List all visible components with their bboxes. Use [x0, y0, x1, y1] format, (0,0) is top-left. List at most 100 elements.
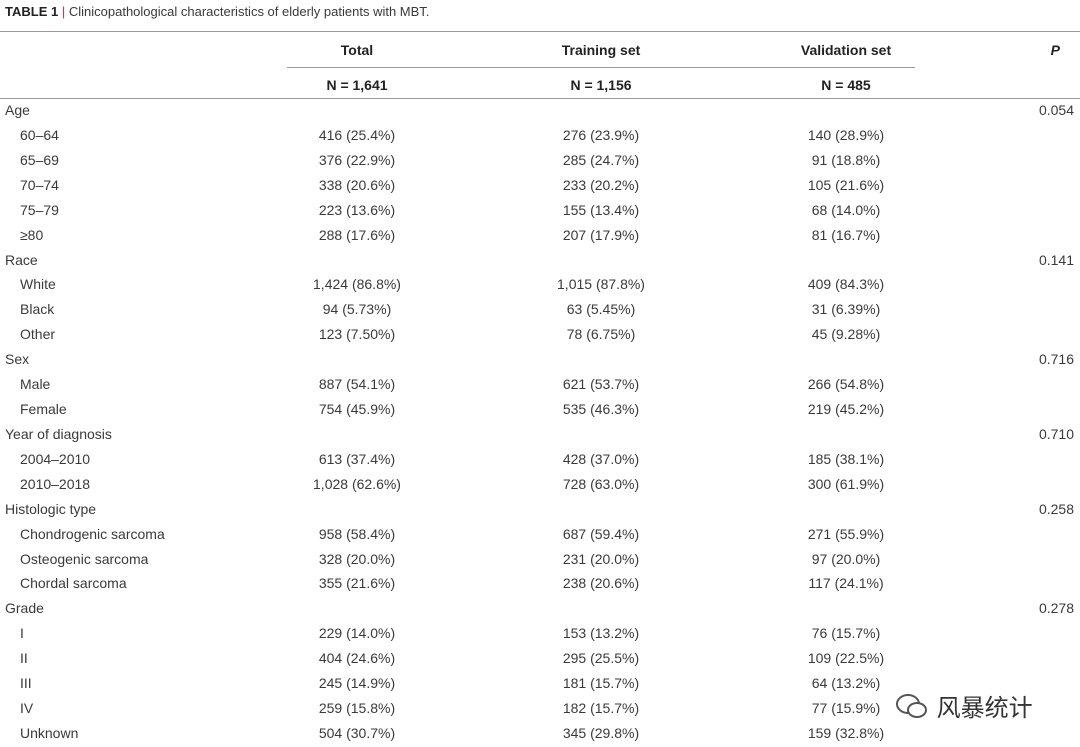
cell: 159 (32.8%) [807, 725, 885, 741]
cell: 621 (53.7%) [562, 376, 640, 393]
cell: 504 (30.7%) [318, 725, 396, 741]
caption: TABLE 1 | Clinicopathological characteri… [5, 3, 429, 21]
group-label: Grade [5, 600, 44, 617]
cell: 613 (37.4%) [318, 450, 396, 467]
p-value: 0.258 [1038, 500, 1074, 517]
caption-separator: | [61, 4, 66, 19]
p-value: 0.278 [1038, 600, 1074, 617]
cell: 105 (21.6%) [807, 176, 885, 193]
row-label: III [20, 675, 32, 692]
watermark: 风暴统计 [895, 688, 1033, 723]
row-label: 70–74 [20, 176, 59, 193]
cell: 68 (14.0%) [811, 201, 881, 218]
column-header: Training set [561, 42, 641, 58]
cell: 276 (23.9%) [562, 126, 640, 143]
cell: 77 (15.9%) [811, 700, 881, 717]
watermark-icon [896, 694, 927, 718]
row-label: 2004–2010 [20, 450, 91, 467]
cell: 338 (20.6%) [318, 176, 396, 193]
cell: 185 (38.1%) [807, 450, 885, 467]
row-label: Chordal sarcoma [20, 575, 127, 592]
cell: 219 (45.2%) [807, 401, 885, 418]
cell: 409 (84.3%) [807, 276, 885, 293]
cell: 153 (13.2%) [562, 625, 640, 642]
cell: 428 (37.0%) [562, 450, 640, 467]
cell: 140 (28.9%) [807, 126, 885, 143]
cell: 535 (46.3%) [562, 401, 640, 418]
cell: 404 (24.6%) [318, 650, 396, 667]
cell: 231 (20.0%) [562, 550, 640, 567]
row-label: Male [20, 376, 51, 393]
cell: 117 (24.1%) [808, 575, 884, 592]
cell: 238 (20.6%) [562, 575, 640, 592]
cell: 728 (63.0%) [562, 475, 640, 492]
row-label: Chondrogenic sarcoma [20, 525, 165, 542]
cell: 181 (15.7%) [562, 675, 640, 692]
cell: 91 (18.8%) [811, 151, 881, 168]
row-label: II [20, 650, 28, 667]
cell: 271 (55.9%) [807, 525, 885, 542]
p-value: 0.710 [1038, 425, 1074, 442]
row-label: 60–64 [20, 126, 59, 143]
group-label: Year of diagnosis [5, 425, 112, 442]
row-label: 2010–2018 [20, 475, 91, 492]
row-label: Female [20, 401, 67, 418]
group-label: Histologic type [5, 500, 97, 517]
watermark-text: 风暴统计 [936, 694, 1033, 722]
cell: 63 (5.45%) [566, 301, 636, 318]
cell: 76 (15.7%) [811, 625, 881, 642]
cell: 182 (15.7%) [562, 700, 640, 717]
group-label: Age [5, 102, 30, 118]
cell: 45 (9.28%) [811, 326, 881, 343]
cell: 416 (25.4%) [318, 126, 396, 143]
cell: 288 (17.6%) [318, 226, 396, 243]
column-header: Total [340, 42, 374, 58]
cell: 376 (22.9%) [318, 151, 396, 168]
cell: 229 (14.0%) [318, 625, 396, 642]
cell: 345 (29.8%) [562, 725, 640, 741]
cell: 887 (54.1%) [318, 376, 396, 393]
cell: 233 (20.2%) [562, 176, 640, 193]
row-label: I [20, 625, 24, 642]
group-label: Sex [5, 351, 30, 368]
cell: 78 (6.75%) [566, 326, 636, 343]
row-label: 75–79 [20, 201, 59, 218]
cell: 754 (45.9%) [318, 401, 396, 418]
caption-label: TABLE 1 [5, 4, 59, 19]
cell: 1,424 (86.8%) [313, 276, 401, 293]
cell: 259 (15.8%) [318, 700, 396, 717]
row-label: IV [20, 700, 34, 717]
rule [0, 31, 1080, 32]
row-label: 65–69 [20, 151, 59, 168]
row-label: Osteogenic sarcoma [20, 550, 149, 567]
column-count: N = 485 [821, 77, 871, 93]
cell: 223 (13.6%) [318, 201, 396, 218]
group-label: Race [5, 251, 38, 268]
cell: 245 (14.9%) [318, 675, 396, 692]
column-count: N = 1,156 [570, 77, 632, 93]
cell: 958 (58.4%) [318, 525, 396, 542]
cell: 285 (24.7%) [562, 151, 640, 168]
p-value: 0.716 [1038, 351, 1074, 368]
cell: 207 (17.9%) [562, 226, 640, 243]
cell: 295 (25.5%) [562, 650, 640, 667]
p-value: 0.141 [1038, 251, 1074, 268]
cell: 266 (54.8%) [807, 376, 885, 393]
caption-text: Clinicopathological characteristics of e… [68, 4, 430, 19]
row-label: Black [20, 301, 55, 318]
row-label: White [20, 276, 56, 293]
cell: 300 (61.9%) [807, 475, 885, 492]
cell: 123 (7.50%) [318, 326, 396, 343]
p-value: 0.054 [1038, 102, 1074, 118]
row-label: ≥80 [20, 226, 44, 243]
cell: 355 (21.6%) [318, 575, 396, 592]
cell: 1,015 (87.8%) [557, 276, 645, 293]
rule [0, 98, 1080, 99]
cell: 64 (13.2%) [811, 675, 881, 692]
column-header: Validation set [800, 42, 892, 58]
column-header: P [1050, 42, 1060, 58]
cell: 81 (16.7%) [811, 226, 881, 243]
cell: 31 (6.39%) [811, 301, 881, 318]
row-label: Unknown [20, 725, 79, 741]
